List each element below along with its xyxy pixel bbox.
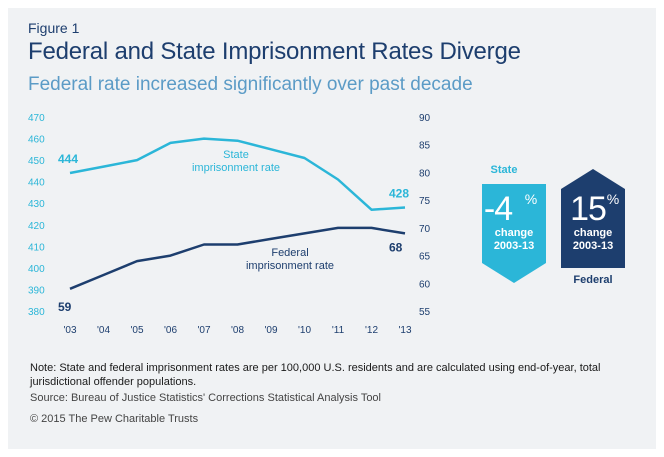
right-axis-ticks: 55 60 65 70 75 80 85 90 xyxy=(419,113,431,318)
federal-start-label: 59 xyxy=(58,300,72,314)
x-axis-tick: '12 xyxy=(365,325,378,336)
left-axis-tick: 390 xyxy=(28,285,45,296)
state-series-label: imprisonment rate xyxy=(192,162,280,174)
state-badge-value: -4 xyxy=(484,190,512,228)
x-axis-tick: '06 xyxy=(164,325,177,336)
x-axis-tick: '05 xyxy=(130,325,143,336)
series-lines xyxy=(69,137,406,290)
federal-badge-line2: 2003-13 xyxy=(573,240,613,252)
x-axis-tick: '07 xyxy=(197,325,210,336)
federal-badge-value: 15 xyxy=(570,190,606,228)
right-axis-tick: 80 xyxy=(419,168,431,179)
line-chart: 380 390 400 410 420 430 440 450 460 470 55 60 65 70 7… xyxy=(28,113,625,336)
x-axis-tick: '13 xyxy=(398,325,411,336)
right-axis-tick: 75 xyxy=(419,196,431,207)
state-badge: State -4 % change 2003-13 xyxy=(482,164,546,283)
right-axis-tick: 90 xyxy=(419,113,431,124)
state-badge-line2: 2003-13 xyxy=(494,240,534,252)
left-axis-tick: 420 xyxy=(28,221,45,232)
left-axis-tick: 470 xyxy=(28,113,45,124)
left-axis-tick: 450 xyxy=(28,156,45,167)
federal-badge: 15 % change 2003-13 Federal xyxy=(561,169,625,286)
state-start-label: 444 xyxy=(58,152,78,166)
chart-title: Federal and State Imprisonment Rates Div… xyxy=(28,38,521,65)
chart-note: Note: State and federal imprisonment rat… xyxy=(30,362,601,388)
x-axis-tick: '08 xyxy=(231,325,244,336)
x-axis-tick: '03 xyxy=(63,325,76,336)
left-axis-tick: 410 xyxy=(28,242,45,253)
x-axis-tick: '04 xyxy=(97,325,110,336)
left-axis-ticks: 380 390 400 410 420 430 440 450 460 470 xyxy=(28,113,45,318)
federal-series-label: imprisonment rate xyxy=(246,260,334,272)
left-axis-tick: 430 xyxy=(28,199,45,210)
federal-badge-title: Federal xyxy=(573,274,612,286)
chart-subtitle: Federal rate increased significantly ove… xyxy=(28,74,473,95)
x-axis-tick: '11 xyxy=(332,325,345,336)
state-series-label: State xyxy=(223,149,249,161)
x-axis-ticks: '03 '04 '05 '06 '07 '08 '09 '10 '11 '12 '13 xyxy=(63,325,411,336)
state-end-label: 428 xyxy=(389,187,409,201)
x-axis-tick: '09 xyxy=(264,325,277,336)
left-axis-tick: 460 xyxy=(28,135,45,146)
state-badge-shape xyxy=(482,184,546,283)
figure-card: Figure 1 Federal and State Imprisonment … xyxy=(8,8,656,449)
left-axis-tick: 440 xyxy=(28,178,45,189)
figure-label: Figure 1 xyxy=(28,20,80,36)
x-axis-tick: '10 xyxy=(298,325,311,336)
state-series-line xyxy=(69,137,406,211)
chart-source: Source: Bureau of Justice Statistics' Co… xyxy=(30,392,381,404)
copyright: © 2015 The Pew Charitable Trusts xyxy=(30,413,199,425)
federal-badge-shape xyxy=(561,169,625,268)
federal-badge-unit: % xyxy=(607,191,619,207)
state-badge-line1: change xyxy=(495,227,534,239)
right-axis-tick: 70 xyxy=(419,224,431,235)
left-axis-tick: 400 xyxy=(28,264,45,275)
right-axis-tick: 65 xyxy=(419,252,431,263)
federal-end-label: 68 xyxy=(389,240,403,254)
federal-badge-line1: change xyxy=(574,227,613,239)
right-axis-tick: 55 xyxy=(419,307,431,318)
federal-series-label: Federal xyxy=(271,247,308,259)
state-badge-unit: % xyxy=(525,191,537,207)
state-badge-title: State xyxy=(491,164,518,176)
federal-series-line xyxy=(69,226,406,290)
right-axis-tick: 85 xyxy=(419,141,431,152)
right-axis-tick: 60 xyxy=(419,279,431,290)
left-axis-tick: 380 xyxy=(28,307,45,318)
